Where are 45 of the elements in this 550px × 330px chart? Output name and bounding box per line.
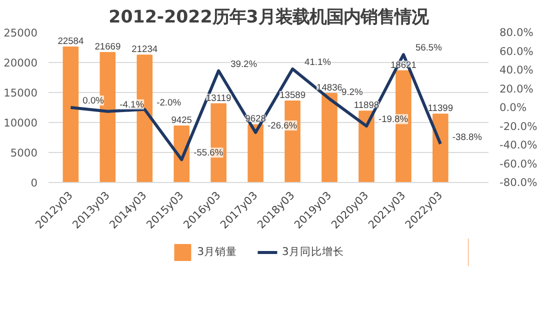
y2-tick-label: -60.0%	[500, 157, 538, 170]
legend-label: 3月销量	[197, 245, 237, 259]
data-label: -4.1%	[120, 99, 144, 110]
y-tick-label: 25000	[4, 26, 38, 40]
data-label: -55.6%	[194, 148, 224, 158]
y2-tick-label: -80.0%	[500, 176, 538, 189]
bar	[248, 124, 264, 182]
data-label: 21234	[132, 44, 158, 54]
data-label: 9425	[171, 114, 192, 125]
chart-title: 2012-2022历年3月装载机国内销售情况	[108, 8, 430, 28]
data-label: -2.0%	[156, 97, 182, 108]
data-label: 13589	[280, 90, 306, 100]
bar	[322, 92, 338, 182]
data-label: -38.8%	[452, 132, 482, 142]
y-tick-label: 20000	[4, 56, 38, 70]
y2-tick-label: 60.0%	[500, 44, 534, 58]
data-label: 13119	[206, 92, 232, 103]
legend-label: 3月同比增长	[282, 245, 344, 259]
data-label: 21669	[94, 41, 121, 52]
y-tick-label: 5000	[10, 146, 38, 160]
data-label: 0.0%	[82, 96, 104, 106]
data-label: 9.2%	[342, 86, 363, 97]
bar	[432, 114, 448, 182]
data-label: 18621	[390, 60, 416, 70]
y2-tick-label: 20.0%	[500, 82, 534, 96]
y-tick-label: 10000	[4, 116, 38, 130]
y-tick-label: 0	[30, 176, 38, 190]
y2-tick-label: -40.0%	[500, 138, 538, 152]
bar	[62, 46, 79, 182]
data-label: 11898	[354, 100, 380, 110]
y2-tick-label: 40.0%	[500, 64, 534, 76]
data-label: 9628	[245, 114, 266, 124]
y2-tick-label: 80.0%	[500, 26, 534, 39]
data-label: 14836	[316, 82, 342, 92]
y2-tick-label: -20.0%	[500, 120, 538, 133]
data-label: 41.1%	[304, 56, 331, 67]
y-tick-label: 15000	[4, 86, 38, 100]
data-label: 39.2%	[230, 58, 258, 69]
data-label: 11399	[428, 103, 454, 114]
data-label: -19.8%	[378, 114, 408, 124]
data-label: -26.6%	[268, 120, 298, 130]
data-label: 22584	[58, 36, 84, 46]
y2-tick-label: 0.0%	[500, 101, 527, 114]
bar	[358, 110, 374, 182]
data-label: 56.5%	[415, 42, 442, 53]
